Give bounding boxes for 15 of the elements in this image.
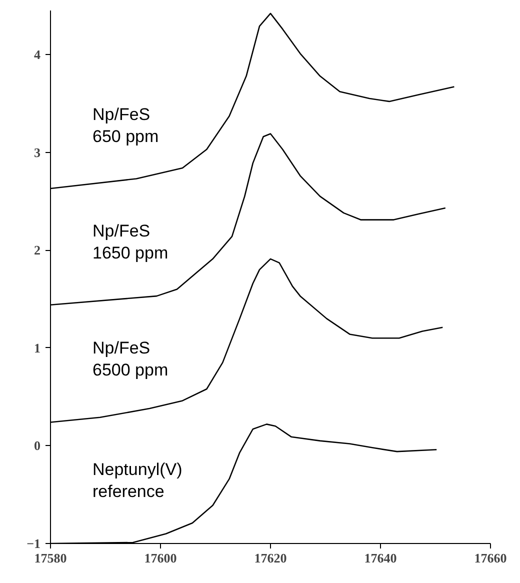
x-tick-label: 17620 <box>254 550 287 566</box>
series-label: Np/FeS 1650 ppm <box>92 221 168 262</box>
y-tick-label: 1 <box>34 340 40 356</box>
x-tick-label: 17580 <box>34 550 67 566</box>
series-label: Np/FeS 6500 ppm <box>92 338 168 380</box>
y-tick-label: 4 <box>34 47 41 62</box>
y-tick-label: −1 <box>26 536 41 551</box>
series-label: Neptunyl(V) reference <box>92 460 182 501</box>
series-label: Np/FeS 650 ppm <box>92 104 159 146</box>
y-tick-label: 2 <box>34 242 40 258</box>
y-tick-label: 0 <box>34 438 40 454</box>
x-tick-label: 17640 <box>364 550 397 566</box>
y-tick-label: 3 <box>34 144 41 160</box>
x-tick-label: 17660 <box>474 550 507 566</box>
x-tick-label: 17600 <box>144 550 177 566</box>
